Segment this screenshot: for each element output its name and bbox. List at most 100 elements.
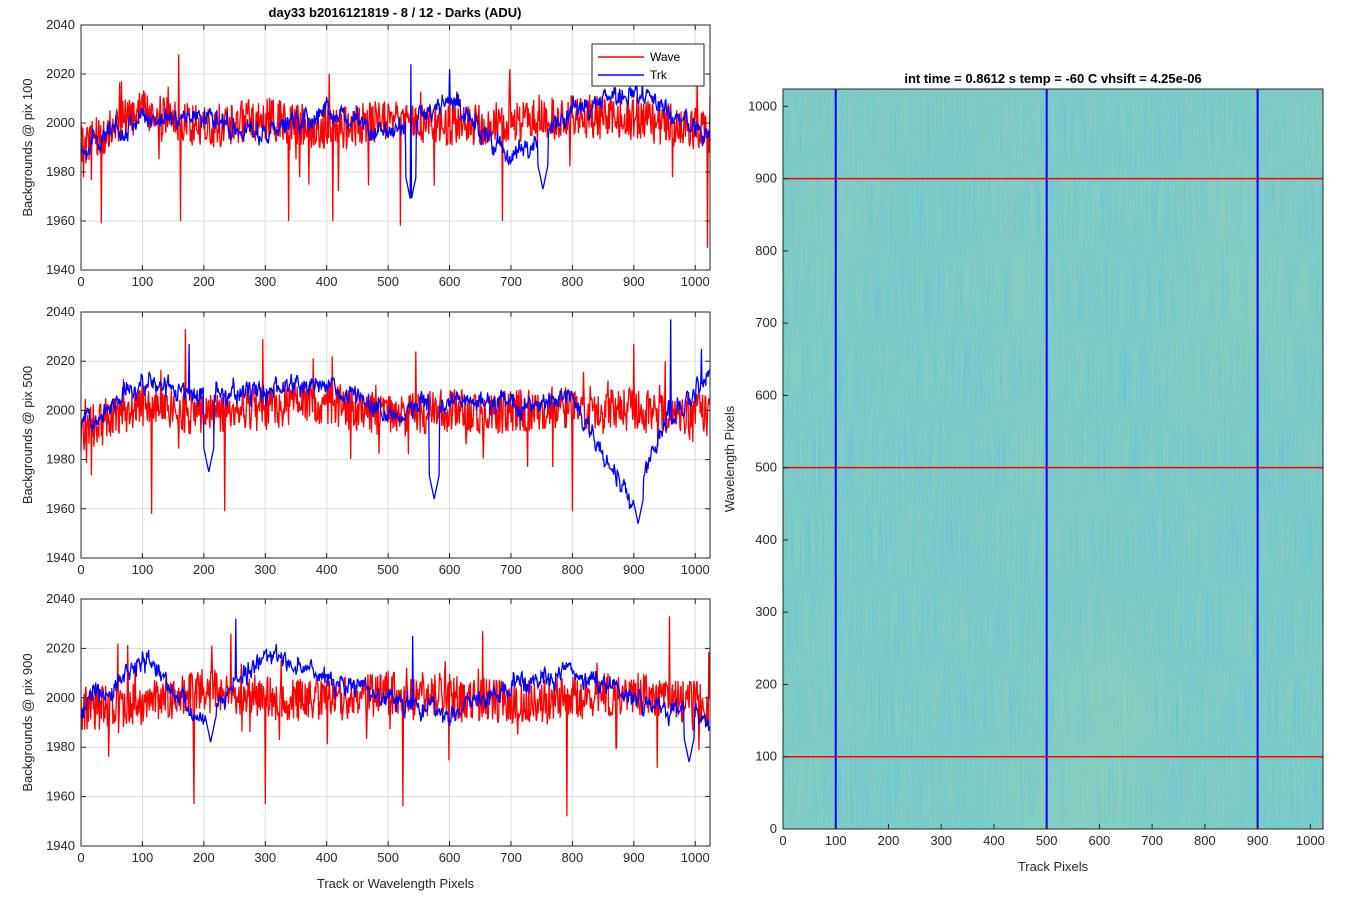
y-tick-label: 900: [755, 171, 777, 186]
x-tick-label: 700: [500, 274, 522, 289]
x-tick-label: 100: [132, 274, 154, 289]
x-tick-label: 800: [562, 850, 584, 865]
x-tick-label: 200: [193, 274, 215, 289]
x-tick-label: 300: [254, 562, 276, 577]
x-tick-label: 300: [930, 833, 952, 848]
y-axis-label: Backgrounds @ pix 900: [20, 653, 35, 791]
x-tick-label: 800: [562, 274, 584, 289]
x-tick-label: 900: [623, 274, 645, 289]
x-tick-label: 600: [1089, 833, 1111, 848]
legend-box: [591, 43, 705, 87]
x-tick-label: 900: [1247, 833, 1269, 848]
x-tick-label: 400: [316, 850, 338, 865]
y-tick-label: 500: [755, 460, 777, 475]
x-tick-label: 600: [439, 274, 461, 289]
y-tick-label: 300: [755, 604, 777, 619]
y-tick-label: 1980: [46, 452, 75, 467]
series-trk-line: [80, 64, 711, 199]
chart-panel-2: 0 100 200 300 400 500 600 700 800 900 1000 1940 1960…: [20, 304, 711, 577]
y-tick-label: 2000: [46, 402, 75, 417]
x-tick-label: 500: [377, 850, 399, 865]
y-tick-label: 0: [770, 821, 777, 836]
x-tick-label: 1000: [681, 274, 710, 289]
x-tick-label: 600: [439, 562, 461, 577]
axes-box: [782, 88, 1324, 830]
y-tick-label: 2020: [46, 353, 75, 368]
x-tick-label: 500: [377, 274, 399, 289]
legend-label-wave: Wave: [650, 50, 681, 64]
y-tick-label: 1980: [46, 164, 75, 179]
y-tick-label: 200: [755, 676, 777, 691]
x-tick-label: 0: [779, 833, 786, 848]
chart-panel-4: 0 100 200 300 400 500 600 700 800 900 1000 0 100 200 3…: [722, 71, 1325, 874]
x-tick-label: 1000: [681, 562, 710, 577]
x-tick-label: 0: [77, 850, 84, 865]
x-tick-label: 800: [562, 562, 584, 577]
y-axis-label: Backgrounds @ pix 100: [20, 78, 35, 216]
legend-label-trk: Trk: [650, 68, 668, 82]
x-tick-label: 100: [132, 850, 154, 865]
x-tick-label: 900: [623, 850, 645, 865]
series-trk-line: [80, 618, 711, 763]
x-tick-label: 400: [316, 562, 338, 577]
x-tick-label: 700: [1141, 833, 1163, 848]
y-axis-label: Wavelength Pixels: [722, 405, 737, 512]
x-tick-label: 200: [193, 562, 215, 577]
y-tick-label: 100: [755, 749, 777, 764]
x-tick-label: 600: [439, 850, 461, 865]
y-tick-label: 1940: [46, 262, 75, 277]
x-tick-label: 100: [132, 562, 154, 577]
plot-area: [81, 599, 710, 846]
chart-panel-1: 0 100 200 300 400 500 600 700 800 900 1000 1940 1960…: [20, 17, 711, 289]
x-tick-label: 1000: [1296, 833, 1325, 848]
x-tick-label: 200: [193, 850, 215, 865]
y-axis-label: Backgrounds @ pix 500: [20, 366, 35, 504]
axes-box: [80, 311, 711, 559]
x-tick-label: 200: [878, 833, 900, 848]
plot-area: [81, 312, 710, 558]
x-tick-label: 400: [316, 274, 338, 289]
y-tick-label: 1960: [46, 789, 75, 804]
x-axis-label: Track or Wavelength Pixels: [317, 876, 475, 891]
y-tick-label: 1960: [46, 501, 75, 516]
y-tick-label: 2040: [46, 17, 75, 32]
y-tick-label: 2000: [46, 115, 75, 130]
x-tick-label: 800: [1194, 833, 1216, 848]
y-tick-label: 2040: [46, 591, 75, 606]
heatmap-variation: [783, 89, 1323, 829]
x-tick-label: 700: [500, 562, 522, 577]
figure-title: day33 b2016121819 - 8 / 12 - Darks (ADU): [269, 5, 522, 20]
y-tick-label: 2020: [46, 66, 75, 81]
y-tick-label: 600: [755, 387, 777, 402]
series-trk-line: [80, 319, 711, 524]
chart-panel-3: 0 100 200 300 400 500 600 700 800 900 1000 1940 1960…: [20, 591, 711, 891]
y-tick-label: 1940: [46, 838, 75, 853]
axes-box: [80, 598, 711, 847]
x-tick-label: 300: [254, 850, 276, 865]
y-tick-label: 700: [755, 315, 777, 330]
legend: Wave Trk: [591, 43, 705, 87]
x-tick-label: 1000: [681, 850, 710, 865]
y-tick-label: 1000: [748, 98, 777, 113]
series-wave-line: [80, 329, 711, 514]
x-tick-label: 100: [825, 833, 847, 848]
y-tick-label: 2020: [46, 640, 75, 655]
x-tick-label: 700: [500, 850, 522, 865]
y-tick-label: 2000: [46, 690, 75, 705]
y-tick-label: 1960: [46, 213, 75, 228]
y-tick-label: 1940: [46, 550, 75, 565]
x-axis-label: Track Pixels: [1018, 859, 1089, 874]
x-tick-label: 0: [77, 274, 84, 289]
y-tick-label: 1980: [46, 739, 75, 754]
series-wave-line: [80, 54, 711, 248]
y-tick-label: 400: [755, 532, 777, 547]
x-tick-label: 400: [983, 833, 1005, 848]
y-tick-label: 800: [755, 243, 777, 258]
x-tick-label: 500: [1036, 833, 1058, 848]
x-tick-label: 900: [623, 562, 645, 577]
heatmap-title: int time = 0.8612 s temp = -60 C vhsift …: [904, 71, 1201, 86]
x-tick-label: 500: [377, 562, 399, 577]
x-tick-label: 300: [254, 274, 276, 289]
x-tick-label: 0: [77, 562, 84, 577]
